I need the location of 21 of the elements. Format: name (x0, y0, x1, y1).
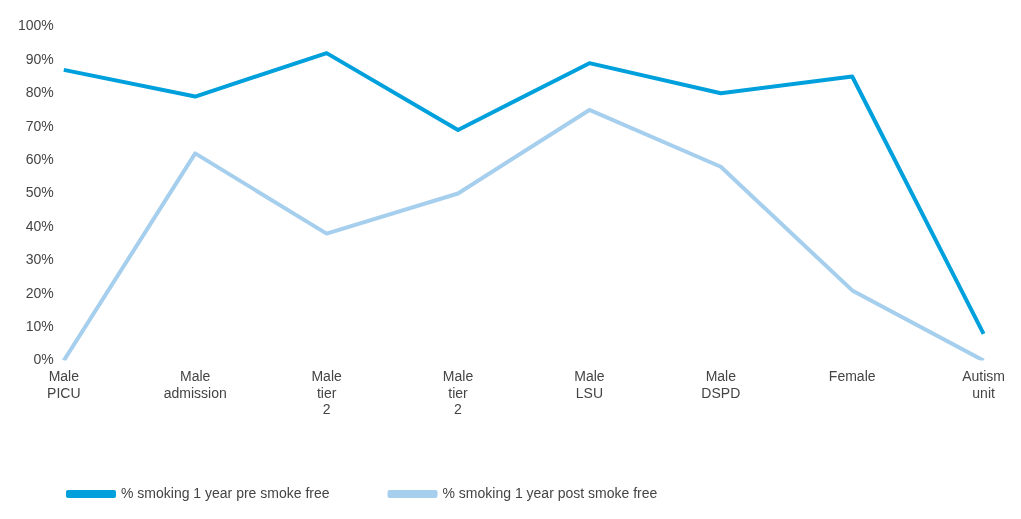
x-tick-label: Male tier 2 (442, 367, 474, 418)
x-tick-label: Male DSPD (701, 367, 741, 401)
x-tick-label: Male LSU (574, 367, 605, 401)
y-tick-label: 0% (33, 351, 54, 368)
y-tick-label: 20% (25, 284, 54, 301)
y-tick-label: 60% (25, 150, 54, 167)
x-tick-label: Female (828, 367, 876, 384)
y-tick-label: 40% (25, 217, 54, 234)
legend-label: % smoking 1 year pre smoke free (121, 484, 330, 501)
y-tick-label: 90% (25, 50, 54, 67)
y-tick-label: 30% (25, 251, 54, 268)
x-tick-label: Male admission (163, 367, 227, 401)
x-tick-label: Male tier 2 (311, 367, 342, 418)
y-tick-label: 50% (25, 184, 54, 201)
y-tick-label: 100% (17, 17, 54, 34)
y-tick-label: 80% (25, 84, 54, 101)
x-tick-label: Autism unit (962, 367, 1006, 401)
legend-label: % smoking 1 year post smoke free (442, 484, 658, 501)
x-tick-label: Male PICU (47, 367, 81, 401)
y-tick-label: 70% (25, 117, 54, 134)
y-tick-label: 10% (25, 318, 54, 335)
